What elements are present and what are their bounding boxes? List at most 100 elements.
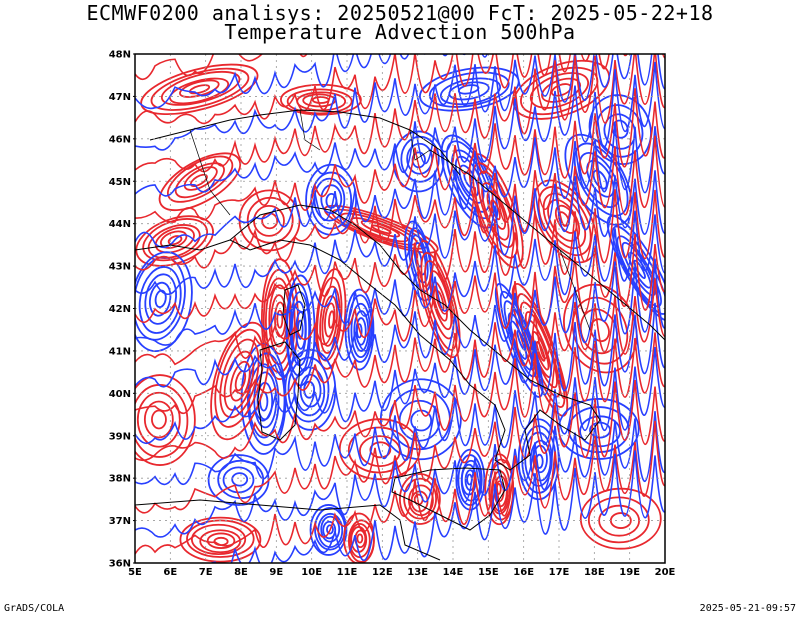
warm-advection-contour bbox=[160, 70, 241, 106]
country-border bbox=[409, 129, 431, 161]
warm-advection-contour bbox=[179, 516, 262, 563]
cold-advection-contour bbox=[135, 411, 665, 538]
cold-advection-contour bbox=[297, 319, 304, 340]
lon-label: 11E bbox=[337, 567, 358, 578]
warm-advection-contour bbox=[214, 328, 264, 428]
lat-label: 44N bbox=[109, 219, 131, 230]
cold-advection-contour bbox=[135, 251, 193, 353]
warm-advection-contour bbox=[535, 341, 546, 362]
cold-advection-contour bbox=[209, 450, 665, 563]
lon-label: 15E bbox=[478, 567, 499, 578]
warm-advection-contour bbox=[135, 54, 665, 173]
warm-advection-contour bbox=[143, 400, 174, 439]
cold-advection-contour bbox=[347, 294, 373, 363]
lon-label: 18E bbox=[584, 567, 605, 578]
warm-advection-contour bbox=[356, 533, 364, 544]
country-border bbox=[189, 129, 231, 216]
warm-advection-contour bbox=[338, 418, 421, 481]
cold-advection-contour bbox=[135, 346, 665, 486]
warm-advection-contour bbox=[369, 441, 392, 459]
warm-advection-contour bbox=[135, 135, 665, 271]
cold-advection-contour bbox=[326, 524, 334, 535]
footer-timestamp: 2025-05-21-09:57 bbox=[699, 603, 796, 614]
warm-advection-contour bbox=[315, 268, 347, 370]
cold-advection-contour bbox=[322, 520, 337, 540]
coastline bbox=[282, 284, 306, 336]
lat-label: 46N bbox=[109, 134, 131, 145]
country-border bbox=[559, 249, 591, 331]
warm-advection-contour bbox=[276, 309, 284, 329]
warm-advection-contour bbox=[135, 88, 665, 223]
warm-advection-contour bbox=[481, 182, 510, 241]
warm-advection-contour bbox=[223, 350, 255, 411]
warm-advection-contour bbox=[268, 284, 291, 355]
coastline bbox=[135, 499, 441, 561]
warm-advection-contour bbox=[537, 186, 592, 257]
cold-advection-contour bbox=[154, 289, 167, 308]
lat-label: 47N bbox=[109, 92, 131, 103]
country-border bbox=[299, 109, 321, 151]
lat-label: 36N bbox=[109, 559, 131, 570]
lat-label: 40N bbox=[109, 389, 131, 400]
lon-label: 9E bbox=[269, 567, 283, 578]
footer-credit: GrADS/COLA bbox=[4, 603, 65, 614]
lon-label: 12E bbox=[372, 567, 393, 578]
warm-advection-contour bbox=[319, 285, 341, 354]
warm-advection-contour bbox=[347, 426, 410, 474]
cold-advection-contour bbox=[320, 184, 343, 215]
cold-advection-contour bbox=[135, 61, 665, 197]
warm-advection-contour bbox=[429, 270, 453, 331]
advection-contours bbox=[135, 54, 665, 563]
cold-advection-contour bbox=[246, 352, 286, 447]
warm-advection-contour bbox=[167, 155, 234, 203]
warm-advection-contour bbox=[343, 512, 375, 563]
cold-advection-contour bbox=[135, 170, 665, 296]
cold-advection-contour bbox=[287, 356, 330, 423]
cold-advection-contour bbox=[350, 302, 371, 358]
warm-advection-contour bbox=[135, 234, 665, 366]
warm-advection-contour bbox=[253, 204, 285, 237]
cold-advection-contour bbox=[144, 273, 177, 325]
warm-advection-contour bbox=[579, 487, 662, 550]
warm-advection-contour bbox=[135, 332, 665, 462]
lat-label: 41N bbox=[109, 346, 131, 357]
warm-advection-contour bbox=[532, 331, 550, 371]
lon-label: 6E bbox=[163, 567, 177, 578]
warm-advection-contour bbox=[136, 391, 181, 448]
cold-advection-contour bbox=[592, 169, 608, 190]
cold-advection-contour bbox=[138, 266, 182, 334]
cold-advection-contour bbox=[135, 302, 665, 445]
lat-label: 45N bbox=[109, 177, 131, 188]
warm-advection-contour bbox=[206, 532, 236, 549]
latitude-labels: 48N 47N 46N 45N 44N 43N 42N 41N 40N 39N 38N 37N 36N bbox=[109, 50, 135, 570]
warm-advection-contour bbox=[135, 189, 665, 323]
cold-advection-contour bbox=[413, 242, 427, 276]
warm-advection-contour bbox=[183, 166, 218, 191]
warm-advection-contour bbox=[167, 235, 183, 246]
cold-advection-contour bbox=[291, 300, 307, 358]
warm-advection-contour bbox=[199, 529, 242, 554]
warm-advection-contour bbox=[190, 523, 247, 555]
warm-advection-contour bbox=[151, 409, 167, 430]
warm-advection-contour bbox=[147, 224, 201, 259]
lat-label: 37N bbox=[109, 516, 131, 527]
cold-advection-contour bbox=[355, 317, 367, 346]
lat-label: 39N bbox=[109, 431, 131, 442]
warm-advection-contour bbox=[135, 379, 665, 514]
cold-advection-contour bbox=[293, 366, 326, 417]
map-title-line2: Temperature Advection 500hPa bbox=[224, 20, 576, 44]
cold-advection-contour bbox=[573, 142, 629, 217]
warm-advection-contour bbox=[261, 212, 279, 230]
warm-advection-contour bbox=[403, 477, 438, 520]
lon-label: 10E bbox=[301, 567, 322, 578]
cold-advection-contour bbox=[309, 504, 348, 556]
cold-advection-contour bbox=[135, 54, 665, 151]
lat-label: 43N bbox=[109, 262, 131, 273]
cold-advection-contour bbox=[135, 210, 665, 346]
lat-lon-grid bbox=[135, 54, 665, 563]
cold-advection-contour bbox=[320, 515, 341, 543]
cold-advection-contour bbox=[410, 234, 429, 284]
warm-advection-contour bbox=[169, 77, 230, 105]
coastline bbox=[149, 109, 461, 176]
coastline bbox=[135, 239, 231, 251]
